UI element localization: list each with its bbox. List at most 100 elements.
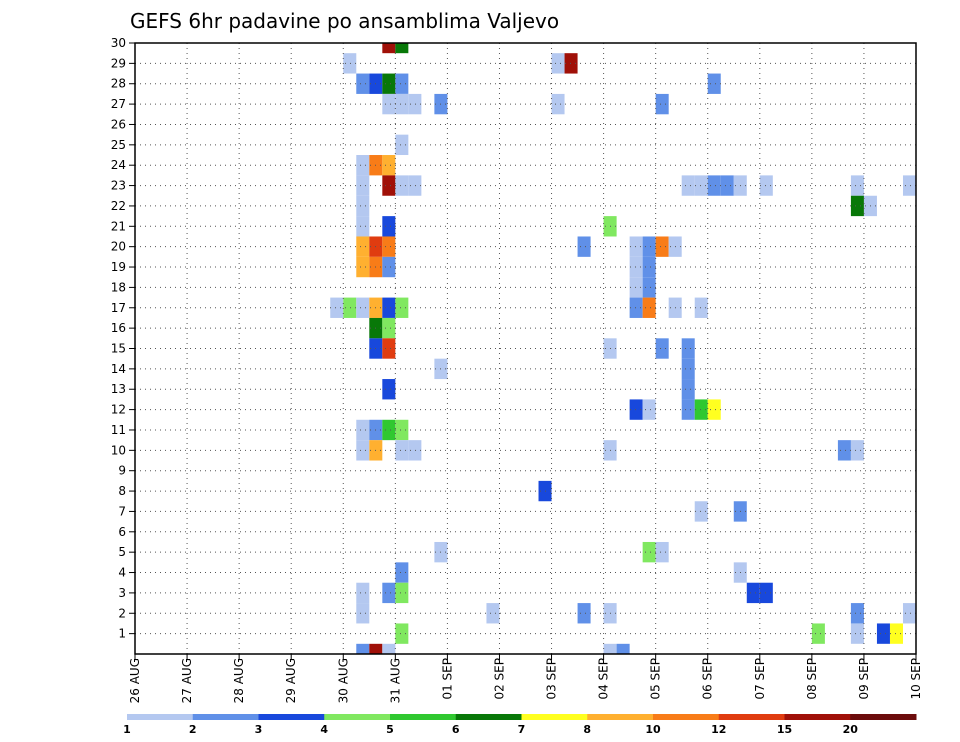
colorbar-segment <box>653 714 720 720</box>
precip-cell <box>382 582 396 604</box>
colorbar-label: 4 <box>320 723 328 736</box>
precip-cell <box>356 643 370 654</box>
precip-cell <box>356 297 370 318</box>
precip-cell <box>850 195 864 217</box>
x-tick-label: 06 SEP <box>701 658 715 700</box>
precip-cell <box>876 623 890 644</box>
colorbar-segment <box>390 714 457 720</box>
precip-cell <box>850 175 864 196</box>
precip-cell <box>629 297 643 318</box>
y-tick-label: 23 <box>111 179 126 193</box>
precip-cell <box>408 93 422 115</box>
precip-cell <box>694 501 708 522</box>
x-tick-label: 29 AUG <box>284 658 298 703</box>
precip-cell <box>694 297 708 318</box>
colorbar-label: 12 <box>711 723 726 736</box>
precip-cell <box>395 73 409 94</box>
cell-layer <box>330 43 916 654</box>
precip-cell <box>642 236 656 257</box>
y-tick-label: 13 <box>111 382 126 396</box>
y-axis: 1234567891011121314151617181920212223242… <box>111 36 135 641</box>
chart-title: GEFS 6hr padavine po ansamblima Valjevo <box>130 9 559 33</box>
colorbar-label: 2 <box>189 723 197 736</box>
precip-cell <box>408 440 422 461</box>
precip-cell <box>395 175 409 196</box>
y-tick-label: 4 <box>118 566 126 580</box>
colorbar-label: 20 <box>843 723 859 736</box>
colorbar-segment <box>521 714 588 720</box>
precip-cell <box>356 603 370 624</box>
precip-cell <box>902 603 916 624</box>
colorbar: 1 2 3 4 5 6 7 8 10 12 15 20 <box>123 714 917 736</box>
precip-cell <box>382 43 396 54</box>
colorbar-label: 3 <box>255 723 263 736</box>
y-tick-label: 7 <box>118 504 126 518</box>
x-tick-label: 10 SEP <box>909 658 923 700</box>
precip-cell <box>382 236 396 257</box>
precip-cell <box>902 175 916 196</box>
precip-cell <box>655 236 669 257</box>
precip-cell <box>486 603 500 624</box>
x-tick-label: 04 SEP <box>597 658 611 700</box>
precip-cell <box>642 256 656 278</box>
precip-cell <box>681 399 695 420</box>
y-tick-label: 6 <box>118 525 126 539</box>
y-tick-label: 15 <box>111 342 126 356</box>
y-tick-label: 11 <box>111 423 126 437</box>
precip-cell <box>356 236 370 257</box>
precip-cell <box>707 175 721 196</box>
precip-cell <box>395 43 409 54</box>
colorbar-label: 8 <box>583 723 591 736</box>
precip-cell <box>395 297 409 318</box>
x-tick-label: 02 SEP <box>492 658 506 700</box>
precip-cell <box>395 562 409 583</box>
precip-cell <box>356 73 370 94</box>
precip-cell <box>707 399 721 420</box>
precip-cell <box>603 643 617 654</box>
precip-cell <box>694 175 708 196</box>
colorbar-label: 6 <box>452 723 460 736</box>
precip-cell <box>382 175 396 196</box>
precip-cell <box>382 317 396 339</box>
x-tick-label: 27 AUG <box>180 658 194 703</box>
y-tick-label: 19 <box>111 260 126 274</box>
precip-cell <box>356 582 370 604</box>
precip-cell <box>642 541 656 563</box>
precip-cell <box>720 175 734 196</box>
precip-cell <box>382 379 396 400</box>
precip-cell <box>356 195 370 217</box>
precip-cell <box>551 93 565 115</box>
x-tick-label: 05 SEP <box>649 658 663 700</box>
precip-cell <box>356 216 370 237</box>
precip-cell <box>395 93 409 115</box>
precip-cell <box>642 277 656 298</box>
y-tick-label: 14 <box>111 362 126 376</box>
precip-cell <box>343 53 357 74</box>
x-tick-label: 01 SEP <box>440 658 454 700</box>
precip-cell <box>850 603 864 624</box>
y-tick-label: 20 <box>111 240 126 254</box>
x-tick-label: 03 SEP <box>545 658 559 700</box>
x-tick-label: 31 AUG <box>388 658 402 703</box>
precip-cell <box>382 216 396 237</box>
precip-cell <box>395 134 409 156</box>
y-tick-label: 30 <box>111 36 126 50</box>
y-tick-label: 29 <box>111 56 126 70</box>
colorbar-label: 7 <box>518 723 526 736</box>
precip-cell <box>746 582 760 604</box>
y-tick-label: 9 <box>118 464 126 478</box>
colorbar-segment <box>718 714 785 720</box>
precip-cell <box>564 53 578 74</box>
y-tick-label: 18 <box>111 280 126 294</box>
precip-cell <box>382 93 396 115</box>
precip-cell <box>655 541 669 563</box>
x-tick-label: 07 SEP <box>753 658 767 700</box>
precip-cell <box>577 603 591 624</box>
precip-cell <box>850 623 864 644</box>
precip-cell <box>408 175 422 196</box>
x-tick-label: 08 SEP <box>805 658 819 700</box>
precip-cell <box>356 175 370 196</box>
y-tick-label: 22 <box>111 199 126 213</box>
precip-cell <box>356 256 370 278</box>
precip-cell <box>330 297 344 318</box>
